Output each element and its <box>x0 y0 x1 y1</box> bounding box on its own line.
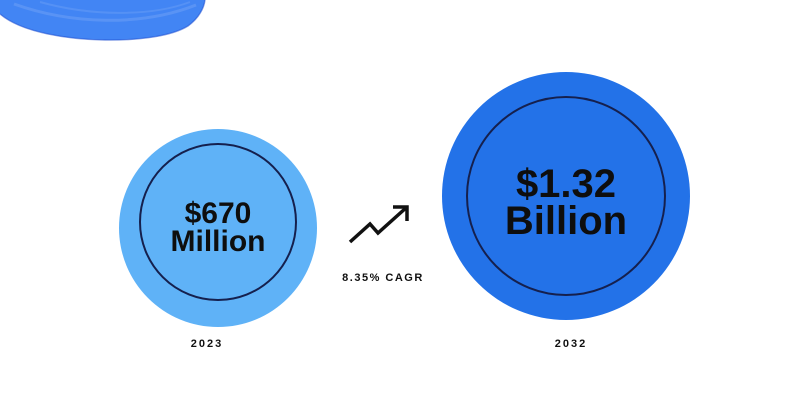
bubble-2023-value-line1: $670 <box>184 197 252 230</box>
corner-blob-icon <box>0 0 206 41</box>
year-label-2032: 2032 <box>554 338 588 350</box>
bubble-2023-ring <box>139 143 297 301</box>
bubble-2032-value-line2: Billion <box>504 199 628 243</box>
bubble-2032-ring <box>466 96 666 296</box>
bubble-2032-value: $1.32 Billion <box>442 79 690 327</box>
year-label-2023: 2023 <box>190 338 224 350</box>
bubble-2023-value-line2: Million <box>170 225 266 258</box>
cagr-label: 8.35% CAGR <box>342 272 424 284</box>
trending-up-arrow-icon <box>348 205 409 244</box>
bubble-2032-value-line1: $1.32 <box>515 162 617 206</box>
bubble-2023-value: $670 Million <box>119 129 317 327</box>
